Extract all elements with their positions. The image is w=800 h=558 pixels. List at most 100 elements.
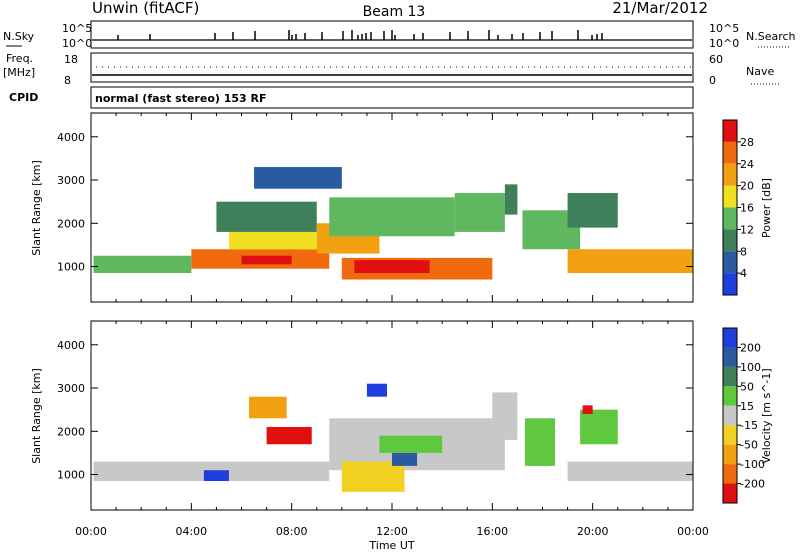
y-tick-label: 3000 xyxy=(57,382,85,395)
noise-tick-left-top: 10^5 xyxy=(62,22,92,35)
scatter-region xyxy=(354,260,430,274)
scatter-region xyxy=(392,452,418,466)
noise-tick-right-top: 10^5 xyxy=(709,22,739,35)
colorbar-tick-label: -15 xyxy=(740,419,758,432)
freq-tick-right-top: 60 xyxy=(709,53,723,66)
noise-tick-right-bottom: 10^0 xyxy=(709,37,739,50)
scatter-region xyxy=(454,193,505,232)
noise-tick-left-bottom: 10^0 xyxy=(62,37,92,50)
noise-right-label: N.Search xyxy=(746,30,796,43)
scatter-region xyxy=(492,392,518,440)
scatter-region xyxy=(341,461,405,492)
power-colorbar-label: Power [dB] xyxy=(760,178,773,238)
date-title: 21/Mar/2012 xyxy=(612,0,708,17)
scatter-region xyxy=(580,409,618,445)
beam-title: Beam 13 xyxy=(363,4,426,20)
scatter-region xyxy=(567,461,693,482)
velocity-axis: 1000 2000 3000 4000 xyxy=(57,321,694,510)
colorbar-segment xyxy=(723,229,737,252)
x-axis-label: Time UT xyxy=(368,539,414,552)
colorbar-tick-label: 200 xyxy=(740,341,761,354)
colorbar-segment xyxy=(723,185,737,208)
y-tick-label: 2000 xyxy=(57,217,85,230)
scatter-region xyxy=(254,167,342,189)
y-tick-label: 4000 xyxy=(57,339,85,352)
x-tick-label: 00:00 xyxy=(75,525,107,538)
colorbar-segment xyxy=(723,464,737,484)
colorbar-segment xyxy=(723,405,737,426)
noise-left-label: N.Sky xyxy=(3,30,35,43)
colorbar-segment xyxy=(723,120,737,142)
colorbar-segment xyxy=(723,483,737,503)
y-tick-label: 2000 xyxy=(57,425,85,438)
colorbar-frame xyxy=(722,327,738,504)
colorbar-segment xyxy=(723,347,737,367)
colorbar-segment xyxy=(723,141,737,164)
x-tick-label: 04:00 xyxy=(175,525,207,538)
cpid-label: CPID xyxy=(9,91,38,104)
scatter-region xyxy=(379,435,443,453)
velocity-colorbar: 200 100 50 15 -15 -50 -100 -200 xyxy=(722,327,765,504)
colorbar-segment xyxy=(723,163,737,186)
scatter-region xyxy=(582,405,593,414)
x-tick-label: 12:00 xyxy=(376,525,408,538)
colorbar-segment xyxy=(723,386,737,406)
colorbar-tick-label: 100 xyxy=(740,361,761,374)
colorbar-tick-label: 4 xyxy=(740,267,747,280)
colorbar-segment xyxy=(723,425,737,445)
y-tick-label: 4000 xyxy=(57,131,85,144)
colorbar-segment xyxy=(723,251,737,274)
scatter-region xyxy=(266,426,312,445)
scatter-region xyxy=(203,470,229,482)
freq-panel-frame xyxy=(90,52,694,83)
freq-label-2: [MHz] xyxy=(3,66,35,79)
noise-trace xyxy=(92,30,692,41)
cpid-text: normal (fast stereo) 153 RF xyxy=(95,92,267,105)
station-title: Unwin (fitACF) xyxy=(92,0,199,17)
x-axis: 00:00 04:00 08:00 12:00 16:00 20:00 00:00 xyxy=(75,525,709,538)
colorbar-segment xyxy=(723,207,737,230)
colorbar-tick-label: -50 xyxy=(740,439,758,452)
colorbar-tick-label: 20 xyxy=(740,180,754,193)
scatter-region xyxy=(228,231,317,250)
colorbar-tick-label: 24 xyxy=(740,158,754,171)
y-tick-label: 1000 xyxy=(57,469,85,482)
colorbar-segment xyxy=(723,273,737,295)
nave-label: Nave xyxy=(746,65,774,78)
colorbar-tick-label: 16 xyxy=(740,202,754,215)
power-ylabel: Slant Range [km] xyxy=(30,160,43,256)
power-axis: 1000 2000 3000 4000 xyxy=(57,113,694,302)
colorbar-tick-label: 15 xyxy=(740,400,754,413)
velocity-heatmap xyxy=(93,383,693,492)
cpid-panel-frame xyxy=(90,86,694,109)
x-tick-label: 16:00 xyxy=(476,525,508,538)
velocity-colorbar-label: Velocity [m s^-1] xyxy=(760,368,773,463)
y-tick-label: 1000 xyxy=(57,261,85,274)
power-colorbar: 28 24 20 16 12 8 4 xyxy=(722,119,754,296)
colorbar-tick-label: -200 xyxy=(740,478,765,491)
colorbar-tick-label: 50 xyxy=(740,380,754,393)
velocity-ylabel: Slant Range [km] xyxy=(30,368,43,464)
colorbar-segment xyxy=(723,366,737,387)
freq-tick-right-bottom: 0 xyxy=(709,74,716,87)
scatter-region xyxy=(567,249,693,274)
noise-panel-frame xyxy=(90,20,694,49)
scatter-region xyxy=(241,255,292,265)
scatter-region xyxy=(93,255,192,274)
y-tick-label: 3000 xyxy=(57,174,85,187)
power-heatmap xyxy=(93,167,693,280)
scatter-region xyxy=(366,383,387,397)
x-tick-label: 08:00 xyxy=(276,525,308,538)
scatter-region xyxy=(504,184,518,215)
freq-tick-left-top: 18 xyxy=(64,53,78,66)
scatter-region xyxy=(249,396,287,419)
scatter-region xyxy=(329,197,455,237)
colorbar-tick-label: 12 xyxy=(740,223,754,236)
x-tick-label: 20:00 xyxy=(577,525,609,538)
colorbar-tick-label: 8 xyxy=(740,245,747,258)
colorbar-tick-label: -100 xyxy=(740,458,765,471)
x-tick-label: 00:00 xyxy=(677,525,709,538)
colorbar-segment xyxy=(723,328,737,348)
scatter-region xyxy=(524,418,556,466)
